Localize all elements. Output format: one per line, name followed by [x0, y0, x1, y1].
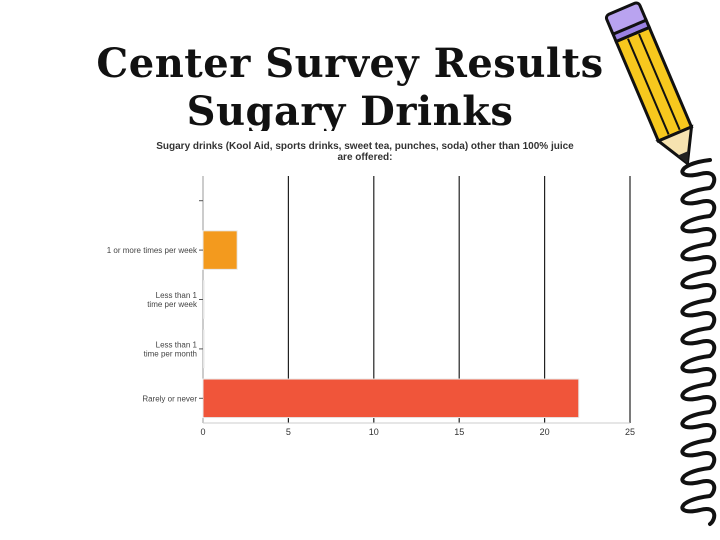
- x-tick-label: 0: [200, 427, 205, 437]
- x-tick-label: 10: [369, 427, 379, 437]
- category-label: Less than 1: [156, 291, 198, 300]
- slide-title-line-1: Center Survey Results: [96, 40, 604, 87]
- chart-container: Sugary drinks (Kool Aid, sports drinks, …: [75, 131, 650, 451]
- category-label: time per week: [147, 300, 198, 309]
- bar: [202, 378, 580, 419]
- category-label: 1 or more times per week: [107, 246, 198, 255]
- x-tick-label: 5: [286, 427, 291, 437]
- category-label: time per month: [144, 349, 197, 358]
- x-tick-label: 25: [625, 427, 635, 437]
- category-label: Less than 1: [156, 340, 198, 349]
- chart-title-line-2: are offered:: [337, 152, 392, 163]
- bar: [203, 329, 205, 369]
- bar-chart: Sugary drinks (Kool Aid, sports drinks, …: [107, 141, 635, 437]
- slide-title: Center Survey Results Sugary Drinks: [60, 40, 640, 131]
- x-tick-label: 15: [454, 427, 464, 437]
- title-area: Center Survey Results Sugary Drinks: [60, 40, 640, 131]
- bar: [202, 230, 238, 270]
- x-tick-label: 20: [540, 427, 550, 437]
- category-label: Rarely or never: [142, 394, 197, 403]
- pencil-icon: [604, 1, 694, 167]
- chart-title-line-1: Sugary drinks (Kool Aid, sports drinks, …: [156, 141, 574, 152]
- bar: [203, 280, 205, 319]
- slide-title-line-2: Sugary Drinks: [186, 88, 514, 131]
- squiggle-border-icon: [680, 158, 717, 526]
